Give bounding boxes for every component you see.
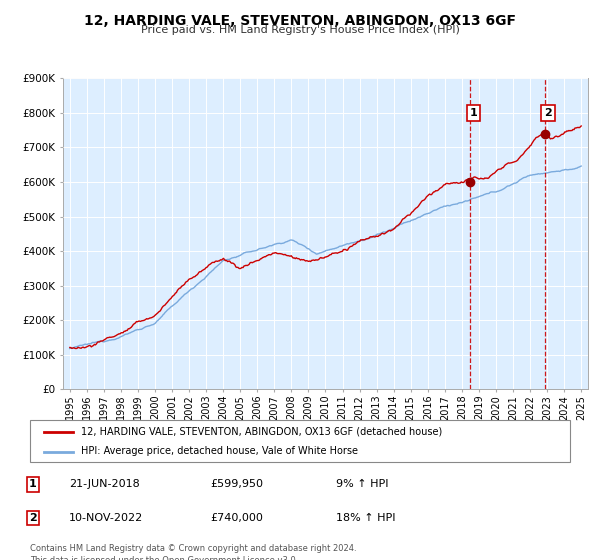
Text: Contains HM Land Registry data © Crown copyright and database right 2024.
This d: Contains HM Land Registry data © Crown c… (30, 544, 356, 560)
Text: 12, HARDING VALE, STEVENTON, ABINGDON, OX13 6GF: 12, HARDING VALE, STEVENTON, ABINGDON, O… (84, 14, 516, 28)
Text: 18% ↑ HPI: 18% ↑ HPI (336, 513, 395, 523)
Text: HPI: Average price, detached house, Vale of White Horse: HPI: Average price, detached house, Vale… (82, 446, 358, 456)
Text: Price paid vs. HM Land Registry's House Price Index (HPI): Price paid vs. HM Land Registry's House … (140, 25, 460, 35)
Text: 1: 1 (29, 479, 37, 489)
Text: 2: 2 (544, 108, 552, 118)
Text: 21-JUN-2018: 21-JUN-2018 (69, 479, 140, 489)
Text: 10-NOV-2022: 10-NOV-2022 (69, 513, 143, 523)
Text: £599,950: £599,950 (210, 479, 263, 489)
Text: 9% ↑ HPI: 9% ↑ HPI (336, 479, 389, 489)
Text: £740,000: £740,000 (210, 513, 263, 523)
Text: 12, HARDING VALE, STEVENTON, ABINGDON, OX13 6GF (detached house): 12, HARDING VALE, STEVENTON, ABINGDON, O… (82, 427, 443, 437)
Text: 2: 2 (29, 513, 37, 523)
Text: 1: 1 (469, 108, 477, 118)
